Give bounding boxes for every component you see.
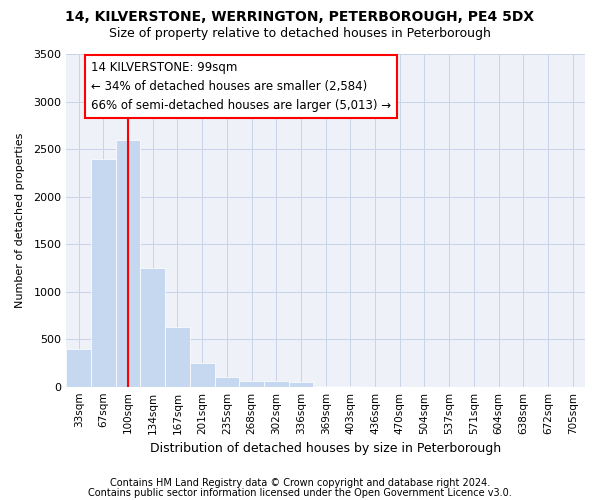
Text: 14 KILVERSTONE: 99sqm
← 34% of detached houses are smaller (2,584)
66% of semi-d: 14 KILVERSTONE: 99sqm ← 34% of detached … bbox=[91, 60, 391, 112]
X-axis label: Distribution of detached houses by size in Peterborough: Distribution of detached houses by size … bbox=[150, 442, 501, 455]
Bar bbox=[289, 382, 313, 386]
Text: Size of property relative to detached houses in Peterborough: Size of property relative to detached ho… bbox=[109, 28, 491, 40]
Bar bbox=[264, 382, 289, 386]
Bar bbox=[215, 377, 239, 386]
Bar bbox=[116, 140, 140, 386]
Y-axis label: Number of detached properties: Number of detached properties bbox=[15, 132, 25, 308]
Bar bbox=[165, 327, 190, 386]
Bar bbox=[239, 381, 264, 386]
Bar bbox=[190, 363, 215, 386]
Bar bbox=[140, 268, 165, 386]
Text: Contains public sector information licensed under the Open Government Licence v3: Contains public sector information licen… bbox=[88, 488, 512, 498]
Bar bbox=[67, 348, 91, 387]
Text: Contains HM Land Registry data © Crown copyright and database right 2024.: Contains HM Land Registry data © Crown c… bbox=[110, 478, 490, 488]
Text: 14, KILVERSTONE, WERRINGTON, PETERBOROUGH, PE4 5DX: 14, KILVERSTONE, WERRINGTON, PETERBOROUG… bbox=[65, 10, 535, 24]
Bar bbox=[91, 158, 116, 386]
